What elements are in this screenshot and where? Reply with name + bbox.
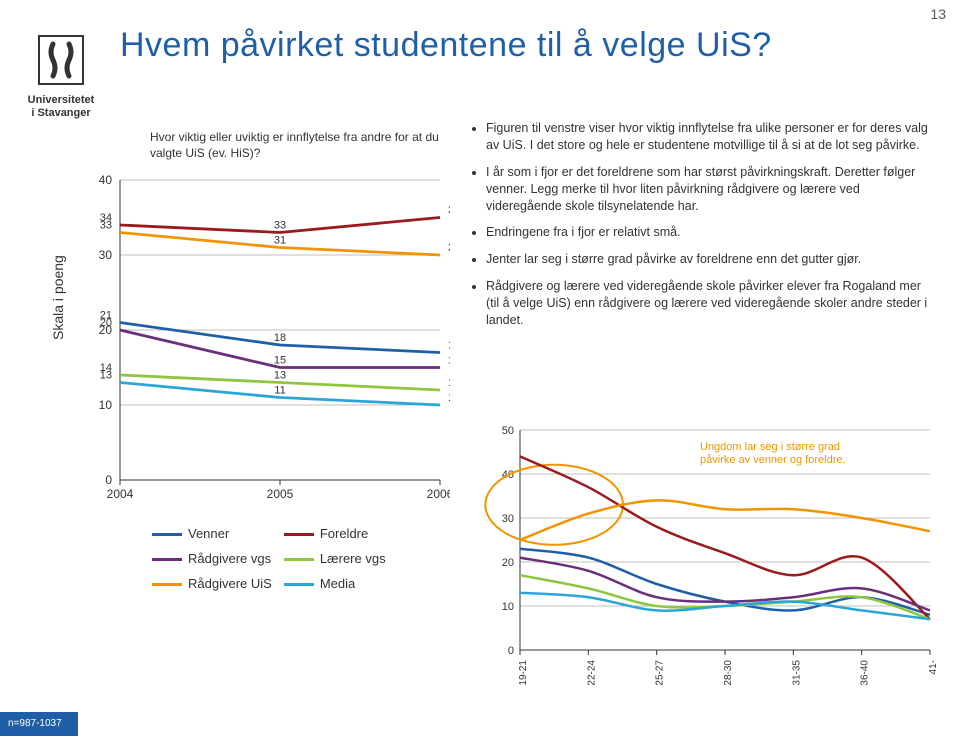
svg-text:15: 15 bbox=[448, 355, 450, 367]
svg-text:33: 33 bbox=[100, 220, 112, 232]
svg-text:2006: 2006 bbox=[427, 487, 450, 501]
legend-item: Foreldre bbox=[284, 522, 396, 545]
svg-text:28-30: 28-30 bbox=[723, 660, 734, 686]
bullet-item: I år som i fjor er det foreldrene som ha… bbox=[486, 164, 930, 215]
logo-text-1: Universitetet bbox=[28, 94, 95, 106]
svg-text:19-21: 19-21 bbox=[518, 660, 529, 686]
svg-text:35: 35 bbox=[448, 205, 450, 217]
legend-item: Media bbox=[284, 572, 396, 595]
legend-item: Rådgivere vgs bbox=[152, 547, 282, 570]
svg-text:22-24: 22-24 bbox=[586, 660, 597, 686]
bullet-item: Jenter lar seg i større grad påvirke av … bbox=[486, 251, 930, 268]
chart-influence-by-age: 0102030405019-2122-2425-2728-3031-3536-4… bbox=[480, 420, 940, 690]
bullet-list: Figuren til venstre viser hvor viktig in… bbox=[470, 120, 930, 339]
legend-item: Lærere vgs bbox=[284, 547, 396, 570]
svg-text:13: 13 bbox=[274, 370, 286, 382]
chart1-legend: VennerForeldreRådgivere vgsLærere vgsRåd… bbox=[150, 520, 450, 597]
svg-text:Ungdom lar seg i større grad: Ungdom lar seg i større grad bbox=[700, 441, 840, 453]
bullet-item: Figuren til venstre viser hvor viktig in… bbox=[486, 120, 930, 154]
bullet-item: Endringene fra i fjor er relativt små. bbox=[486, 224, 930, 241]
logo-text-2: i Stavanger bbox=[31, 107, 90, 119]
svg-text:2005: 2005 bbox=[267, 487, 294, 501]
svg-text:31: 31 bbox=[274, 235, 286, 247]
svg-text:17: 17 bbox=[448, 340, 450, 352]
svg-text:påvirke av venner og foreldre.: påvirke av venner og foreldre. bbox=[700, 454, 846, 466]
chart-influence-by-year: 0102030402004200520062118173433352015151… bbox=[70, 170, 450, 510]
svg-text:18: 18 bbox=[274, 332, 286, 344]
slide-title: Hvem påvirket studentene til å velge UiS… bbox=[120, 26, 772, 65]
page-number: 13 bbox=[930, 6, 946, 22]
svg-text:0: 0 bbox=[105, 473, 112, 487]
svg-text:2004: 2004 bbox=[107, 487, 134, 501]
svg-text:10: 10 bbox=[448, 392, 450, 404]
svg-text:11: 11 bbox=[274, 385, 285, 397]
bullet-item: Rådgivere og lærere ved videregående sko… bbox=[486, 278, 930, 329]
y-axis-label: Skala i poeng bbox=[50, 255, 66, 340]
svg-text:31-35: 31-35 bbox=[791, 660, 802, 686]
svg-text:36-40: 36-40 bbox=[860, 660, 871, 686]
svg-text:41-: 41- bbox=[928, 660, 939, 674]
legend-item: Rådgivere UiS bbox=[152, 572, 282, 595]
svg-text:15: 15 bbox=[274, 355, 286, 367]
footer-n: n=987-1037 bbox=[0, 712, 78, 736]
svg-text:20: 20 bbox=[100, 317, 112, 329]
svg-text:13: 13 bbox=[100, 370, 112, 382]
svg-text:50: 50 bbox=[502, 425, 514, 437]
svg-text:0: 0 bbox=[508, 645, 514, 657]
svg-text:40: 40 bbox=[99, 173, 113, 187]
svg-text:30: 30 bbox=[99, 248, 113, 262]
legend-item: Venner bbox=[152, 522, 282, 545]
svg-text:25-27: 25-27 bbox=[655, 660, 666, 686]
svg-text:30: 30 bbox=[502, 513, 514, 525]
svg-text:30: 30 bbox=[448, 242, 450, 254]
logo: Universitetet i Stavanger bbox=[16, 30, 106, 120]
slide-subtitle: Hvor viktig eller uviktig er innflytelse… bbox=[150, 130, 450, 161]
svg-text:33: 33 bbox=[274, 220, 286, 232]
svg-text:20: 20 bbox=[502, 557, 514, 569]
svg-text:10: 10 bbox=[502, 601, 514, 613]
svg-text:12: 12 bbox=[448, 377, 450, 389]
svg-text:10: 10 bbox=[99, 398, 113, 412]
